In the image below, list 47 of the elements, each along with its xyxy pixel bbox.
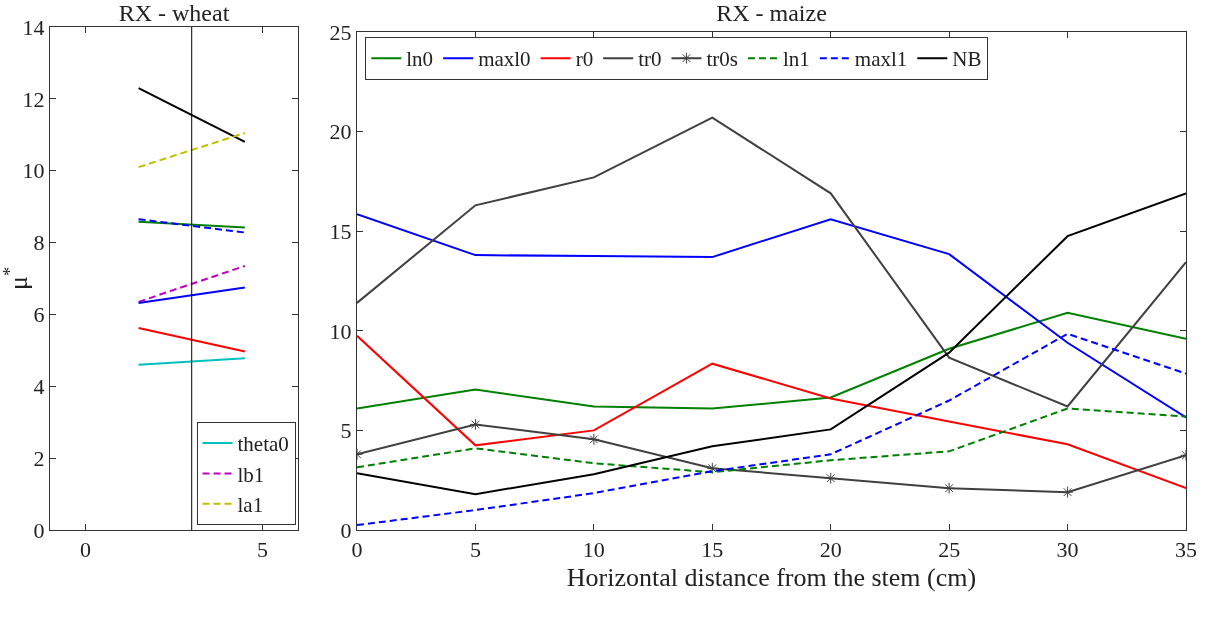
y-tick-label: 8 xyxy=(33,230,45,256)
legend-label: tr0s xyxy=(706,47,738,72)
y-tick-label: 15 xyxy=(329,218,352,244)
x-axis-title: Horizontal distance from the stem (cm) xyxy=(566,563,977,593)
legend-label: ln1 xyxy=(782,47,810,72)
y-tick-label: 2 xyxy=(33,445,45,471)
y-tick-label: 14 xyxy=(22,14,45,40)
x-tick-label: 10 xyxy=(582,537,605,563)
chart-title: RX - maize xyxy=(716,0,827,26)
y-tick-label: 0 xyxy=(340,517,352,543)
chart-title: RX - wheat xyxy=(118,0,230,26)
legend-label: maxl0 xyxy=(478,47,531,72)
x-tick-label: 5 xyxy=(469,537,481,563)
point xyxy=(706,462,719,475)
legend-label: r0 xyxy=(575,47,594,72)
x-tick-label: 30 xyxy=(1056,537,1079,563)
legend-label: ln0 xyxy=(406,47,434,72)
y-tick-label: 6 xyxy=(33,302,45,328)
y-tick-label: 4 xyxy=(33,373,45,399)
line-series xyxy=(357,334,1186,490)
legend-label: NB xyxy=(952,47,982,72)
x-tick-label: 15 xyxy=(701,537,724,563)
y-tick-label: 5 xyxy=(340,418,352,444)
x-tick-label: 25 xyxy=(938,537,961,563)
y-tick-label: 0 xyxy=(33,517,45,543)
legend-label: lb1 xyxy=(237,462,265,487)
y-tick-label: 10 xyxy=(22,158,45,184)
y-tick-label: 10 xyxy=(329,318,352,344)
y-tick-label: 12 xyxy=(22,86,45,112)
y-tick-label: 25 xyxy=(329,19,352,45)
y-tick-label: 20 xyxy=(329,119,352,145)
x-tick-label: 0 xyxy=(79,537,91,563)
x-tick-label: 5 xyxy=(257,537,269,563)
legend-label: la1 xyxy=(237,492,264,517)
line-series xyxy=(357,116,1186,408)
line-series xyxy=(357,407,1186,474)
x-tick-label: 20 xyxy=(819,537,842,563)
line-series xyxy=(357,192,1186,496)
point xyxy=(587,433,600,446)
line-series xyxy=(357,311,1186,410)
point xyxy=(943,482,956,495)
x-tick-label: 35 xyxy=(1175,537,1197,563)
legend-label: theta0 xyxy=(237,432,289,457)
legend-label: tr0 xyxy=(638,47,662,72)
legend-label: maxl1 xyxy=(854,47,908,72)
point xyxy=(469,418,482,431)
point xyxy=(824,472,837,485)
